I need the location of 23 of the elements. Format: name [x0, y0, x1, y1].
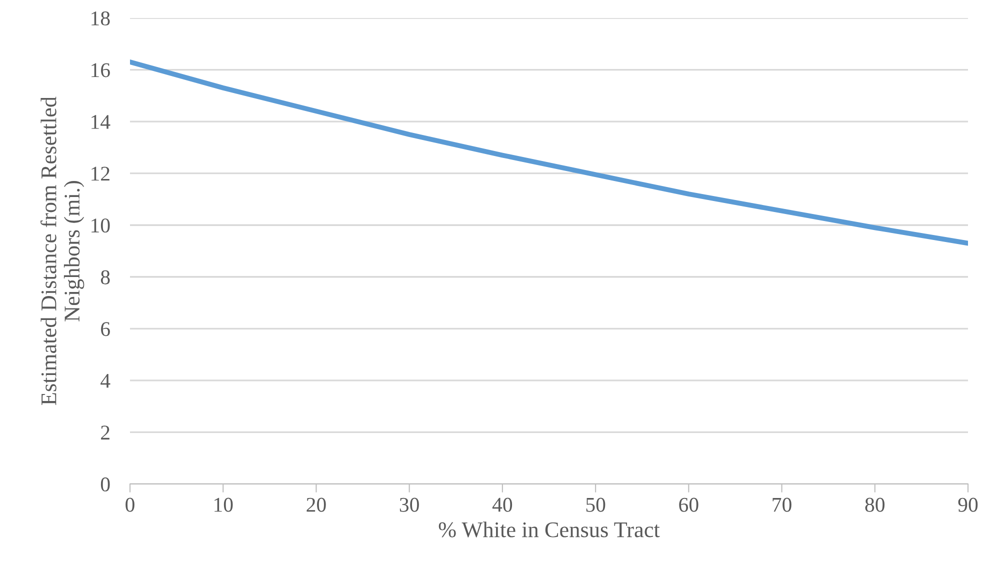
x-axis-title: % White in Census Tract: [438, 522, 660, 538]
y-tick-label: 0: [100, 477, 110, 492]
y-tick-label: 14: [92, 115, 110, 129]
y-axis-title: Estimated Distance from Resettled Neighbors (mi.): [40, 96, 84, 405]
x-tick-label: 0: [126, 498, 134, 512]
x-tick-label: 30: [400, 498, 419, 512]
y-tick-label: 4: [100, 374, 110, 388]
y-tick-label: 6: [101, 322, 110, 336]
y-tick-label: 2: [101, 426, 110, 440]
x-tick-label: 80: [865, 498, 885, 512]
x-tick-label: 90: [958, 498, 978, 512]
y-tick-label: 16: [92, 63, 110, 78]
x-tick-label: 70: [772, 498, 792, 512]
x-tick-label: 60: [679, 498, 698, 512]
y-tick-label: 18: [92, 11, 110, 26]
y-tick-label: 12: [92, 166, 110, 181]
x-tick-label: 50: [586, 498, 606, 512]
y-tick-label: 10: [92, 218, 110, 233]
x-tick-label: 10: [214, 498, 233, 512]
y-tick-label: 8: [100, 270, 110, 284]
line-series: [130, 60, 968, 246]
x-tick-label: 20: [306, 498, 326, 512]
x-tick-label: 40: [492, 498, 512, 512]
